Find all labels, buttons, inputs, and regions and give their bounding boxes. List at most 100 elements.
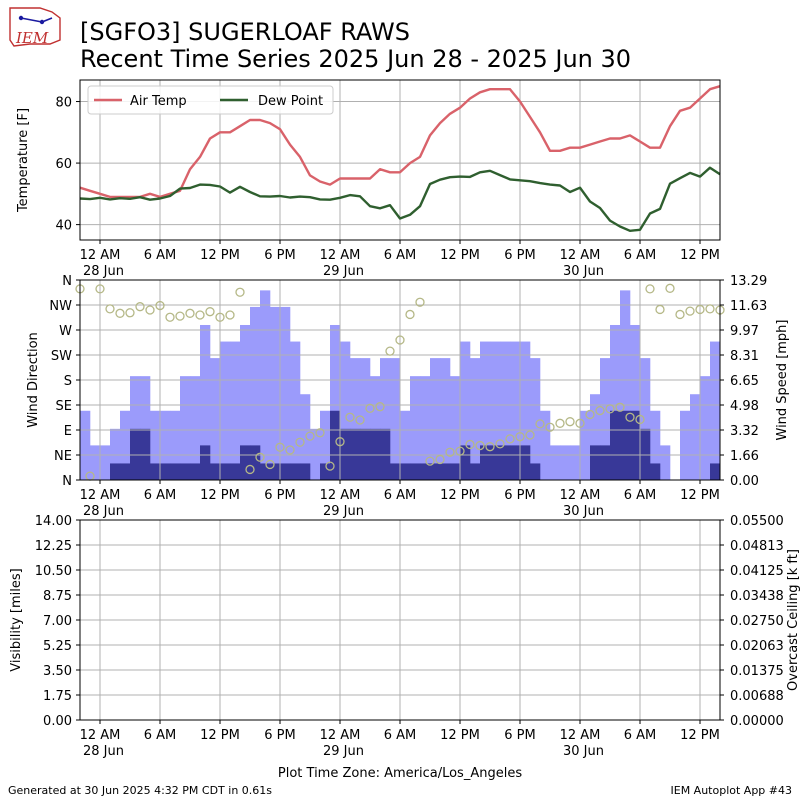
legend-label-air-temp: Air Temp bbox=[130, 94, 187, 109]
gust-bar bbox=[680, 410, 691, 480]
wind-speed-ticks: 0.00 1.66 3.32 4.98 6.65 8.31 9.97 11.63 13.29 bbox=[720, 274, 767, 489]
wind-direction-point bbox=[95, 284, 105, 294]
wind-direction-point bbox=[395, 335, 405, 345]
wind-bar bbox=[450, 463, 461, 480]
wind-x-tick-label: 12 AM bbox=[560, 488, 601, 503]
wind-bar bbox=[320, 463, 331, 480]
legend-label-dew-point: Dew Point bbox=[258, 94, 323, 109]
gust-bar bbox=[580, 410, 591, 480]
visibility-grid bbox=[80, 519, 720, 721]
temperature-x-tick-label: 6 AM bbox=[144, 248, 177, 263]
gust-bar bbox=[130, 376, 141, 480]
visibility-y-tick-label: 8.75 bbox=[43, 589, 72, 604]
wind-direction-point bbox=[265, 459, 275, 470]
gust-bar bbox=[330, 324, 341, 480]
temperature-legend: Air Temp Dew Point bbox=[87, 85, 334, 115]
visibility-x-tick-label: 12 AM bbox=[80, 728, 121, 743]
wind-direction-point bbox=[345, 412, 355, 422]
visibility-x-tick-label: 12 PM bbox=[200, 728, 240, 743]
wind-bar bbox=[620, 410, 631, 480]
wind-x-tick-label: 6 PM bbox=[504, 488, 535, 503]
wind-bar bbox=[120, 463, 131, 480]
wind-bars bbox=[80, 290, 721, 480]
wind-x-tick-label: 12 PM bbox=[680, 488, 720, 503]
temperature-x-tick-label: 12 PM bbox=[200, 248, 240, 263]
wind-direction-tick-label: E bbox=[64, 424, 72, 439]
wind-direction-point bbox=[245, 464, 255, 475]
gust-bar bbox=[350, 358, 361, 480]
wind-direction-point bbox=[215, 312, 225, 322]
wind-direction-point bbox=[325, 461, 335, 471]
wind-bar bbox=[270, 463, 281, 480]
wind-direction-point bbox=[435, 454, 445, 465]
wind-direction-point bbox=[145, 305, 155, 315]
wind-speed-tick-label: 9.97 bbox=[730, 324, 759, 339]
wind-bar bbox=[520, 445, 531, 480]
legend-box bbox=[87, 85, 334, 115]
gust-bar bbox=[650, 410, 661, 480]
wind-direction-point bbox=[545, 422, 555, 432]
ceiling-y-tick-label: 0.02750 bbox=[730, 614, 784, 629]
gust-bar bbox=[570, 445, 581, 480]
wind-direction-point bbox=[305, 431, 315, 441]
ceiling-y-tick-label: 0.02063 bbox=[730, 639, 784, 654]
wind-bar bbox=[460, 445, 471, 480]
visibility-x-tick-label: 6 AM bbox=[144, 728, 177, 743]
wind-direction-point bbox=[535, 419, 545, 429]
wind-direction-point bbox=[365, 403, 375, 413]
timezone-label: Plot Time Zone: America/Los_Angeles bbox=[278, 766, 522, 781]
gust-bar bbox=[510, 341, 521, 480]
wind-direction-point bbox=[185, 308, 195, 318]
wind-bar bbox=[480, 445, 491, 480]
wind-speed-axis-label: Wind Speed [mph] bbox=[775, 320, 790, 441]
wind-bar bbox=[200, 445, 211, 480]
gust-bar bbox=[420, 376, 431, 480]
wind-bar bbox=[500, 445, 511, 480]
gust-bar bbox=[320, 410, 331, 480]
gust-bar bbox=[590, 394, 601, 480]
wind-direction-point bbox=[155, 300, 165, 311]
temperature-y-tick-label: 40 bbox=[55, 219, 72, 234]
wind-direction-tick-label: NW bbox=[49, 299, 72, 314]
wind-bar bbox=[360, 428, 371, 480]
visibility-x-date-label: 29 Jun bbox=[323, 744, 364, 759]
wind-direction-point bbox=[675, 309, 685, 320]
gust-bar bbox=[150, 410, 161, 480]
wind-bar bbox=[130, 428, 141, 480]
wind-direction-point bbox=[285, 445, 295, 455]
wind-direction-point bbox=[195, 310, 205, 320]
gust-bar bbox=[640, 358, 651, 480]
wind-direction-ticks: N NE E SE S SW W NW N bbox=[49, 274, 80, 489]
wind-direction-tick-label: W bbox=[59, 324, 72, 339]
wind-direction-point bbox=[225, 310, 235, 320]
visibility-x-tick-label: 12 PM bbox=[440, 728, 480, 743]
gust-bar bbox=[280, 306, 291, 480]
wind-bar bbox=[530, 463, 541, 480]
gust-bar bbox=[710, 341, 721, 480]
wind-bar bbox=[380, 428, 391, 480]
wind-direction-point bbox=[105, 304, 115, 314]
gust-bar bbox=[400, 410, 411, 480]
wind-speed-tick-label: 13.29 bbox=[730, 274, 767, 289]
wind-direction-tick-label: SE bbox=[56, 399, 72, 414]
wind-direction-point bbox=[425, 456, 435, 466]
ceiling-y-ticks: 0.00000 0.00688 0.01375 0.02063 0.02750 0.034… bbox=[720, 514, 784, 729]
wind-bar bbox=[330, 410, 341, 480]
gust-bar bbox=[180, 376, 191, 480]
visibility-y-tick-label: 0.00 bbox=[43, 714, 72, 729]
chart-title: [SGFO3] SUGERLOAF RAWS bbox=[80, 18, 410, 46]
gust-bar bbox=[100, 445, 111, 480]
gust-bar bbox=[290, 341, 301, 480]
wind-direction-point bbox=[585, 409, 595, 420]
gust-bar bbox=[270, 306, 281, 480]
gust-bar bbox=[460, 341, 471, 480]
visibility-panel: 0.001.753.505.257.008.7510.5012.2514.00 … bbox=[9, 514, 800, 759]
temperature-x-date-label: 28 Jun bbox=[83, 264, 124, 279]
wind-direction-point bbox=[705, 304, 715, 314]
chart-subtitle: Recent Time Series 2025 Jun 28 - 2025 Ju… bbox=[80, 45, 631, 73]
visibility-x-tick-label: 6 AM bbox=[624, 728, 657, 743]
wind-direction-point bbox=[495, 439, 505, 449]
